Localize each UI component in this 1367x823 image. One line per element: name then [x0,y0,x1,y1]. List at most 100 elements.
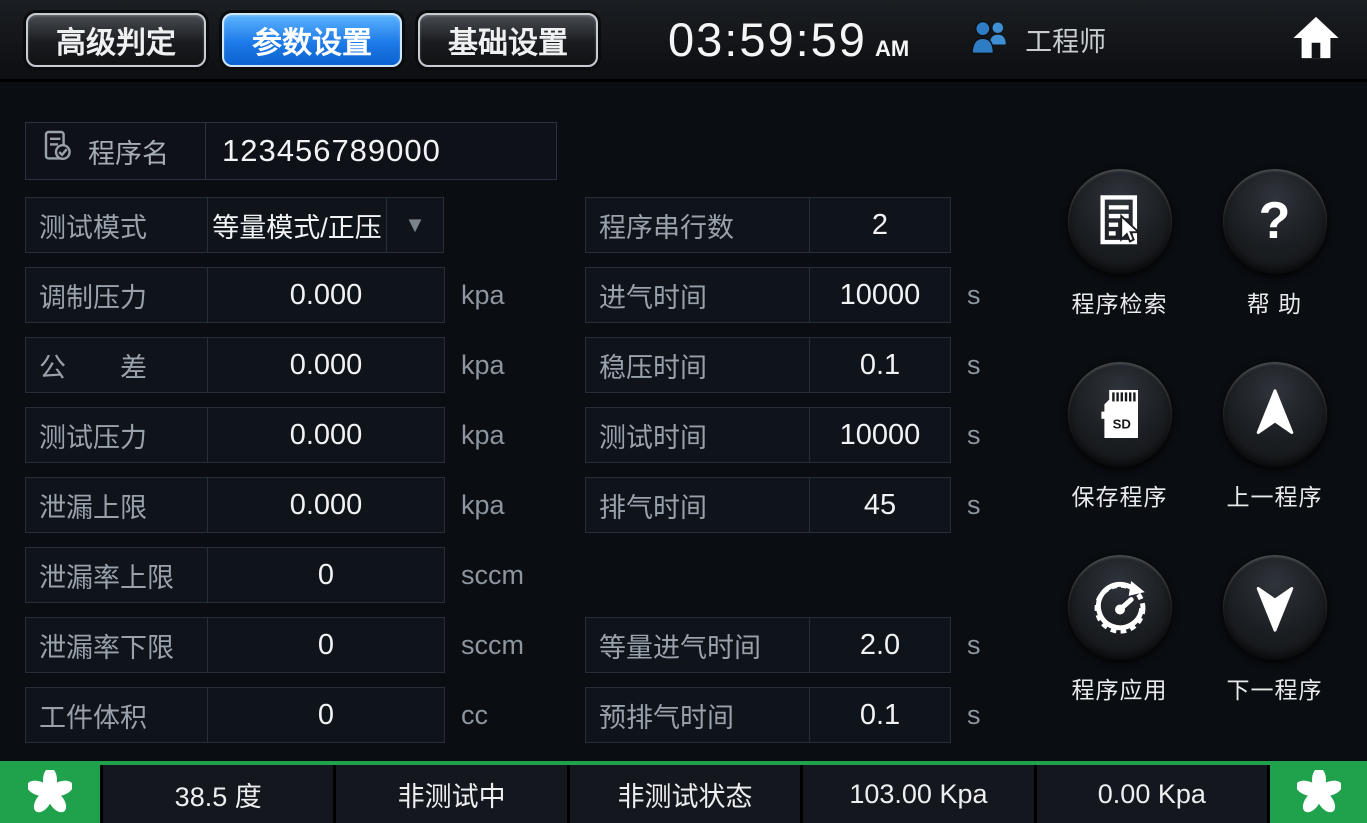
user-button[interactable]: 工程师 [967,17,1106,62]
leak-rate-lower-limit-unit: sccm [461,629,524,660]
test-status-display: 非测试状态 [569,765,801,823]
next-program-label: 下一程序 [1226,677,1323,703]
clock-meridiem: AM [874,36,910,61]
home-button[interactable] [1291,13,1341,66]
leak-upper-limit-unit: kpa [461,489,505,520]
test-mode-label: 测试模式 [25,197,208,253]
exhaust-time-value[interactable]: 45 [809,477,951,533]
next-program-button[interactable]: 下一程序 [1197,554,1352,705]
arrow-up-icon [1221,361,1328,467]
program-serial-count-label: 程序串行数 [585,197,810,253]
pressure-stabilize-time-unit: s [967,349,981,380]
home-icon [1291,13,1341,66]
tab-advanced-judgment[interactable]: 高级判定 [26,12,206,67]
user-role-label: 工程师 [1025,27,1107,57]
pre-exhaust-time-value[interactable]: 0.1 [809,687,951,743]
field-row-intake-time: 进气时间 10000 s [585,267,981,323]
modulation-pressure-label: 调制压力 [25,267,208,323]
leak-rate-lower-limit-label: 泄漏率下限 [25,617,208,673]
status-left-block [0,765,100,823]
tolerance-value[interactable]: 0.000 [207,337,445,393]
pre-exhaust-time-label: 预排气时间 [585,687,810,743]
test-time-unit: s [967,419,981,450]
program-serial-count-value[interactable]: 2 [809,197,951,253]
tab-parameter-settings[interactable]: 参数设置 [222,12,402,67]
field-row-leak-rate-lower-limit: 泄漏率下限 0 sccm [25,617,557,673]
field-row-test-pressure: 测试压力 0.000 kpa [25,407,557,463]
field-row-pressure-stabilize-time: 稳压时间 0.1 s [585,337,981,393]
field-row-workpiece-volume: 工件体积 0 cc [25,687,557,743]
modulation-pressure-unit: kpa [461,279,505,310]
field-row-equal-intake-time: 等量进气时间 2.0 s [585,617,981,673]
program-name-label-cell: 程序名 [26,123,206,179]
leak-rate-upper-limit-value[interactable]: 0 [207,547,445,603]
workpiece-volume-unit: cc [461,699,488,730]
pressure-stabilize-time-value[interactable]: 0.1 [809,337,951,393]
top-bar: 高级判定 参数设置 基础设置 03:59:59 AM [0,0,1367,82]
help-icon: ? [1221,168,1328,274]
prev-program-button[interactable]: 上一程序 [1197,361,1352,512]
tab-bar: 高级判定 参数设置 基础设置 [26,12,598,67]
field-row-tolerance: 公 差 0.000 kpa [25,337,557,393]
exhaust-time-label: 排气时间 [585,477,810,533]
status-bar: 38.5 度 非测试中 非测试状态 103.00 Kpa 0.00 Kpa [0,761,1367,823]
intake-time-value[interactable]: 10000 [809,267,951,323]
tolerance-unit: kpa [461,349,505,380]
workpiece-volume-value[interactable]: 0 [207,687,445,743]
field-row-exhaust-time: 排气时间 45 s [585,477,981,533]
column-gap [585,547,981,617]
leak-rate-upper-limit-unit: sccm [461,559,524,590]
program-search-label: 程序检索 [1071,291,1168,317]
svg-text:SD: SD [1112,416,1130,431]
test-pressure-value[interactable]: 0.000 [207,407,445,463]
middle-parameter-column: 程序串行数 2 进气时间 10000 s 稳压时间 0.1 s 测试时间 100… [585,197,981,757]
test-time-label: 测试时间 [585,407,810,463]
help-button[interactable]: ? 帮 助 [1197,168,1352,319]
leak-rate-upper-limit-label: 泄漏率上限 [25,547,208,603]
field-row-modulation-pressure: 调制压力 0.000 kpa [25,267,557,323]
status-right-block [1270,765,1367,823]
exhaust-time-unit: s [967,489,981,520]
modulation-pressure-value[interactable]: 0.000 [207,267,445,323]
apply-program-button[interactable]: 程序应用 [1042,554,1197,705]
apply-program-label: 程序应用 [1071,677,1168,703]
tab-basic-settings[interactable]: 基础设置 [418,12,598,67]
program-name-value[interactable]: 123456789000 [222,133,441,168]
field-row-leak-upper-limit: 泄漏上限 0.000 kpa [25,477,557,533]
users-icon [967,17,1011,62]
equal-intake-time-value[interactable]: 2.0 [809,617,951,673]
program-search-icon [1066,168,1173,274]
arrow-down-icon [1221,554,1328,660]
field-row-test-time: 测试时间 10000 s [585,407,981,463]
equal-intake-time-unit: s [967,629,981,660]
temperature-display: 38.5 度 [103,765,334,823]
field-row-leak-rate-upper-limit: 泄漏率上限 0 sccm [25,547,557,603]
pressure-stabilize-time-label: 稳压时间 [585,337,810,393]
program-name-row: 程序名 123456789000 [25,122,557,180]
leak-upper-limit-value[interactable]: 0.000 [207,477,445,533]
prev-program-label: 上一程序 [1226,484,1323,510]
sd-card-icon: SD [1066,361,1173,467]
clock: 03:59:59 AM [668,12,909,67]
program-search-button[interactable]: 程序检索 [1042,168,1197,319]
save-program-button[interactable]: SD 保存程序 [1042,361,1197,512]
testing-state-display: 非测试中 [336,765,567,823]
left-parameter-column: 程序名 123456789000 测试模式 等量模式/正压 ▼ 调制压力 0.0… [25,122,557,757]
field-row-program-serial-count: 程序串行数 2 [585,197,981,253]
leak-rate-lower-limit-value[interactable]: 0 [207,617,445,673]
help-label: 帮 助 [1246,291,1303,317]
test-mode-value[interactable]: 等量模式/正压 [207,197,387,253]
test-mode-dropdown[interactable]: ▼ [386,197,444,253]
program-apply-icon [1066,554,1173,660]
ambient-pressure-display: 103.00 Kpa [803,765,1034,823]
program-file-icon [38,128,78,175]
test-time-value[interactable]: 10000 [809,407,951,463]
field-row-pre-exhaust-time: 预排气时间 0.1 s [585,687,981,743]
field-row-test-mode: 测试模式 等量模式/正压 ▼ [25,197,557,253]
chevron-down-icon: ▼ [404,212,426,237]
intake-time-label: 进气时间 [585,267,810,323]
clover-icon [1295,767,1342,819]
test-pressure-label: 测试压力 [25,407,208,463]
action-button-panel: 程序检索 ? 帮 助 SD 保存程序 [1042,168,1352,747]
